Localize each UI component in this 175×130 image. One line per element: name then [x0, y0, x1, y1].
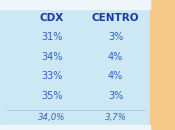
Text: 3,7%: 3,7% — [104, 113, 127, 122]
Text: 34%: 34% — [41, 52, 62, 61]
Bar — [0, 125, 150, 130]
Text: 34,0%: 34,0% — [38, 113, 65, 122]
Bar — [0, 0, 150, 9]
Text: 4%: 4% — [108, 52, 123, 61]
Text: 4%: 4% — [108, 71, 123, 81]
Text: CENTRO: CENTRO — [92, 13, 139, 22]
Text: 3%: 3% — [108, 91, 123, 100]
Bar — [150, 0, 175, 130]
Text: 3%: 3% — [108, 32, 123, 42]
Text: CDX: CDX — [40, 13, 64, 22]
Text: 31%: 31% — [41, 32, 62, 42]
Text: 33%: 33% — [41, 71, 62, 81]
Text: 35%: 35% — [41, 91, 62, 100]
